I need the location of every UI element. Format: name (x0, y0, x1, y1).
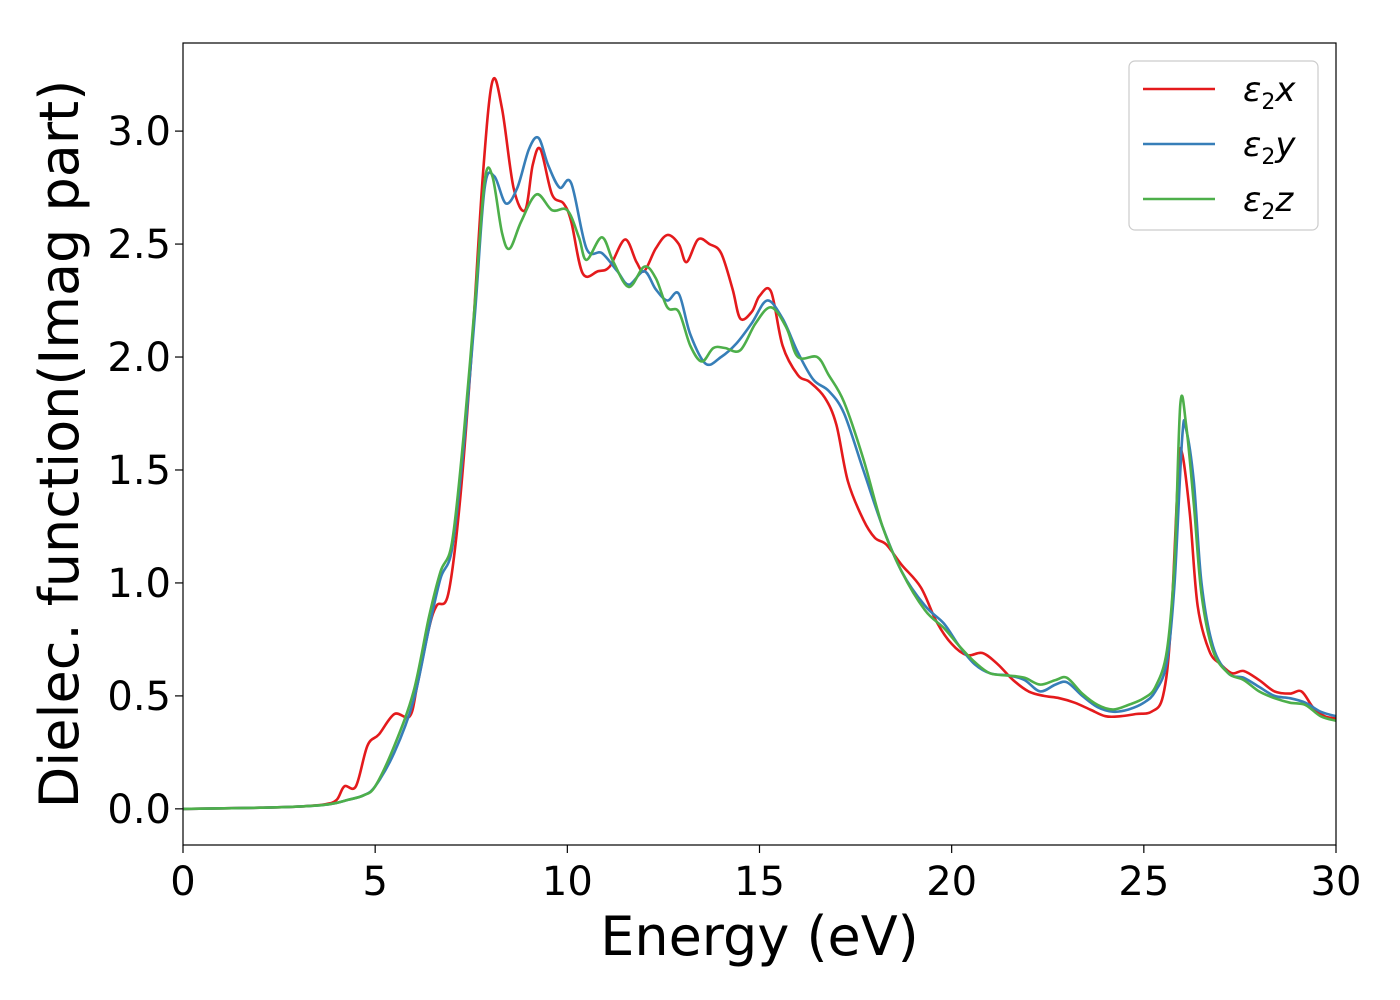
series-line-z (183, 166, 1336, 811)
y-tick-label: 0.0 (107, 787, 171, 833)
y-tick-label: 2.0 (107, 335, 171, 381)
legend: ε2x ε2y ε2z (1128, 60, 1319, 231)
y-tick-label: 1.5 (107, 448, 171, 494)
x-axis-title: Energy (eV) (600, 905, 919, 968)
x-tick-label: 30 (1311, 859, 1362, 905)
series-layer (183, 77, 1336, 811)
y-axis-ticks: 0.0 0.5 1.0 1.5 2.0 2.5 3.0 (107, 109, 183, 833)
x-tick-label: 15 (734, 859, 785, 905)
x-tick-label: 0 (170, 859, 195, 905)
y-tick-label: 1.0 (107, 561, 171, 607)
y-tick-label: 2.5 (107, 222, 171, 268)
legend-box (1128, 60, 1319, 231)
y-tick-label: 3.0 (107, 109, 171, 155)
x-axis-ticks: 0 5 10 15 20 25 30 (170, 845, 1361, 905)
y-axis-title: Dielec. function(Imag part) (28, 80, 91, 809)
y-tick-label: 0.5 (107, 674, 171, 720)
x-tick-label: 20 (926, 859, 977, 905)
x-tick-label: 5 (362, 859, 387, 905)
legend-label-x: ε2x (1243, 70, 1296, 115)
legend-label-z: ε2z (1243, 180, 1294, 225)
x-tick-label: 10 (542, 859, 593, 905)
x-tick-label: 25 (1118, 859, 1169, 905)
legend-label-y: ε2y (1243, 125, 1296, 170)
